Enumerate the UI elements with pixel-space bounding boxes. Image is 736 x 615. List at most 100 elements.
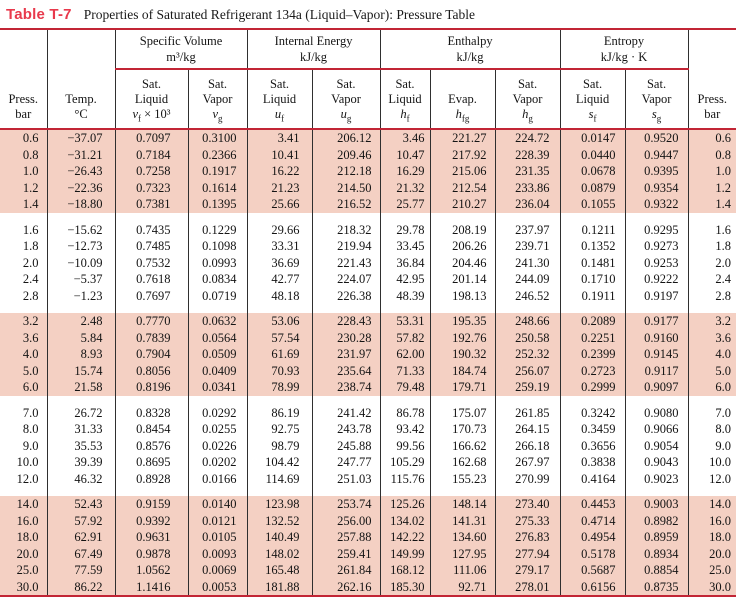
table-cell: 30.0 bbox=[687, 578, 736, 597]
group-spacer-row bbox=[0, 487, 736, 496]
table-cell: 0.9097 bbox=[624, 379, 689, 396]
table-cell: 0.8196 bbox=[114, 379, 188, 396]
table-cell: 278.01 bbox=[494, 578, 561, 597]
table-cell: −12.73 bbox=[46, 238, 115, 255]
table-cell: −15.62 bbox=[46, 221, 115, 238]
table-cell: 10.0 bbox=[16, 455, 39, 469]
table-cell: 2.48 bbox=[46, 313, 115, 330]
table-cell: 39.39 bbox=[46, 454, 115, 471]
table-cell: 20.0 bbox=[687, 545, 736, 562]
table-cell: 185.30 bbox=[379, 578, 431, 597]
table-cell: 0.9117 bbox=[624, 362, 689, 379]
col-header-sat-liquid-hf: Sat. Liquid hf bbox=[379, 69, 431, 130]
table-cell: 0.5687 bbox=[559, 562, 626, 579]
table-row: 1.0 −26.43 0.7258 0.1917 16.22 212.18 16.29 215… bbox=[0, 163, 736, 180]
table-cell: 3.46 bbox=[379, 129, 431, 147]
table-cell: 228.39 bbox=[494, 146, 561, 163]
table-cell: 0.7839 bbox=[114, 329, 188, 346]
table-cell: 0.1098 bbox=[187, 238, 248, 255]
table-cell: 238.74 bbox=[311, 379, 381, 396]
table-cell: 10.41 bbox=[246, 146, 313, 163]
table-cell: 0.7323 bbox=[114, 179, 188, 196]
table-cell: 33.45 bbox=[379, 238, 431, 255]
table-cell: 0.9197 bbox=[624, 287, 689, 304]
table-row: 9.0 35.53 0.8576 0.0226 98.79 245.88 99.56 166.… bbox=[0, 437, 736, 454]
table-cell: 0.0053 bbox=[187, 578, 248, 597]
table-cell: 0.7097 bbox=[114, 129, 188, 147]
table-cell: 206.26 bbox=[429, 238, 496, 255]
spacer-cell bbox=[311, 304, 381, 313]
spacer-cell bbox=[687, 212, 736, 222]
spacer-cell bbox=[114, 487, 188, 496]
table-cell: 214.50 bbox=[311, 179, 381, 196]
table-cell: 86.19 bbox=[246, 404, 313, 421]
table-cell: 93.42 bbox=[379, 421, 431, 438]
table-cell: 0.2089 bbox=[559, 313, 626, 330]
table-cell: 0.0993 bbox=[187, 254, 248, 271]
table-cell: 0.0292 bbox=[187, 404, 248, 421]
table-cell: 35.53 bbox=[46, 437, 115, 454]
table-cell: 0.0719 bbox=[187, 287, 248, 304]
table-cell: 0.0341 bbox=[187, 379, 248, 396]
spacer-cell bbox=[311, 212, 381, 222]
table-cell: 105.29 bbox=[379, 454, 431, 471]
table-cell: 0.7258 bbox=[114, 163, 188, 180]
table-cell: 12.0 bbox=[16, 471, 39, 486]
table-cell: 261.84 bbox=[311, 562, 381, 579]
table-cell: 1.6 bbox=[687, 221, 736, 238]
table-cell: 0.3459 bbox=[559, 421, 626, 438]
table-cell: 12.0 bbox=[687, 470, 736, 487]
table-cell: 0.0409 bbox=[187, 362, 248, 379]
table-cell: 62.00 bbox=[379, 346, 431, 363]
table-cell: 2.8 bbox=[22, 288, 39, 303]
table-cell: 0.9631 bbox=[114, 529, 188, 546]
spacer-cell bbox=[187, 395, 248, 405]
table-body: 0.6 −37.07 0.7097 0.3100 3.41 206.12 3.46 221.2… bbox=[0, 129, 736, 597]
table-cell: 0.7184 bbox=[114, 146, 188, 163]
table-cell: 0.0166 bbox=[187, 470, 248, 487]
table-cell: 26.72 bbox=[46, 404, 115, 421]
table-cell: 256.07 bbox=[494, 362, 561, 379]
table-cell: −22.36 bbox=[46, 179, 115, 196]
table-cell: 0.9322 bbox=[624, 196, 689, 213]
table-cell: 92.71 bbox=[429, 578, 496, 597]
table-row: 1.6 −15.62 0.7435 0.1229 29.66 218.32 29.78 208… bbox=[0, 221, 736, 238]
table-row: 2.0 −10.09 0.7532 0.0993 36.69 221.43 36.84 204… bbox=[0, 254, 736, 271]
table-cell: 0.9043 bbox=[624, 454, 689, 471]
table-cell: 262.16 bbox=[311, 578, 381, 597]
table-cell: 1.4 bbox=[687, 196, 736, 213]
group-header-internal-energy: Internal Energy kJ/kg bbox=[246, 28, 381, 70]
table-cell: 1.4 bbox=[0, 196, 47, 213]
table-cell: 0.0255 bbox=[187, 421, 248, 438]
col-header-sat-liquid-vf: Sat. Liquid vf × 10³ bbox=[114, 69, 188, 130]
table-cell: 0.8928 bbox=[114, 470, 188, 487]
table-cell: 0.8576 bbox=[114, 437, 188, 454]
table-cell: 25.66 bbox=[246, 196, 313, 213]
table-cell: 0.4714 bbox=[559, 512, 626, 529]
table-cell: 231.97 bbox=[311, 346, 381, 363]
table-cell: 9.0 bbox=[687, 437, 736, 454]
press-unit: bar bbox=[15, 107, 32, 121]
table-cell: 267.97 bbox=[494, 454, 561, 471]
group-header-entropy: Entropy kJ/kg · K bbox=[559, 28, 689, 70]
spacer-cell bbox=[429, 304, 496, 313]
table-cell: 0.9295 bbox=[624, 221, 689, 238]
spacer-cell bbox=[0, 212, 47, 222]
table-cell: 1.8 bbox=[22, 239, 39, 253]
table-cell: 275.33 bbox=[494, 512, 561, 529]
table-cell: 141.31 bbox=[429, 512, 496, 529]
table-cell: 48.18 bbox=[246, 287, 313, 304]
table-cell: 0.7697 bbox=[114, 287, 188, 304]
table-cell: 52.43 bbox=[46, 496, 115, 513]
table-cell: 235.64 bbox=[311, 362, 381, 379]
temp-unit: °C bbox=[74, 107, 88, 121]
table-row: 20.0 67.49 0.9878 0.0093 148.02 259.41 149.99 1… bbox=[0, 545, 736, 562]
spacer-cell bbox=[246, 212, 313, 222]
table-cell: 0.0202 bbox=[187, 454, 248, 471]
table-cell: 0.8056 bbox=[114, 362, 188, 379]
table-cell: 0.5178 bbox=[559, 545, 626, 562]
table-cell: 10.47 bbox=[379, 146, 431, 163]
table-cell: −5.37 bbox=[46, 271, 115, 288]
table-cell: 257.88 bbox=[311, 529, 381, 546]
table-cell: 0.9395 bbox=[624, 163, 689, 180]
